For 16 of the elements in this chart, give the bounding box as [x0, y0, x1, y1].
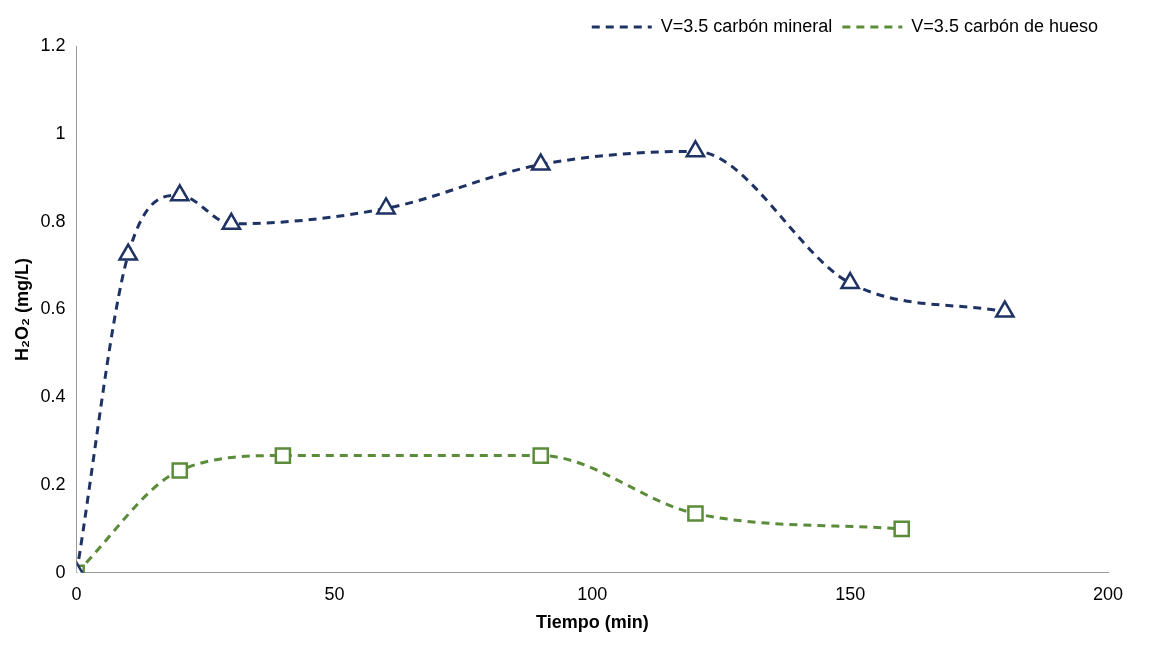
- x-axis-title: Tiempo (min): [535, 612, 649, 633]
- legend-label: V=3.5 carbón de hueso: [911, 15, 1099, 36]
- y-axis-title: H₂O₂ (mg/L): [11, 257, 32, 361]
- x-tick-label: 50: [324, 583, 345, 604]
- y-tick-label: 0.8: [40, 210, 66, 231]
- x-tick-label: 0: [71, 583, 82, 604]
- y-tick-label: 0.2: [40, 473, 66, 494]
- x-tick-label: 200: [1092, 583, 1124, 604]
- legend-label: V=3.5 carbón mineral: [660, 15, 833, 36]
- x-tick-label: 150: [835, 583, 866, 604]
- y-tick-label: 0.6: [40, 298, 66, 319]
- y-tick-label: 0: [55, 561, 66, 582]
- x-tick-label: 100: [577, 583, 608, 604]
- y-tick-label: 0.4: [40, 386, 66, 407]
- y-tick-label: 1: [55, 122, 66, 143]
- y-tick-label: 1.2: [40, 34, 66, 55]
